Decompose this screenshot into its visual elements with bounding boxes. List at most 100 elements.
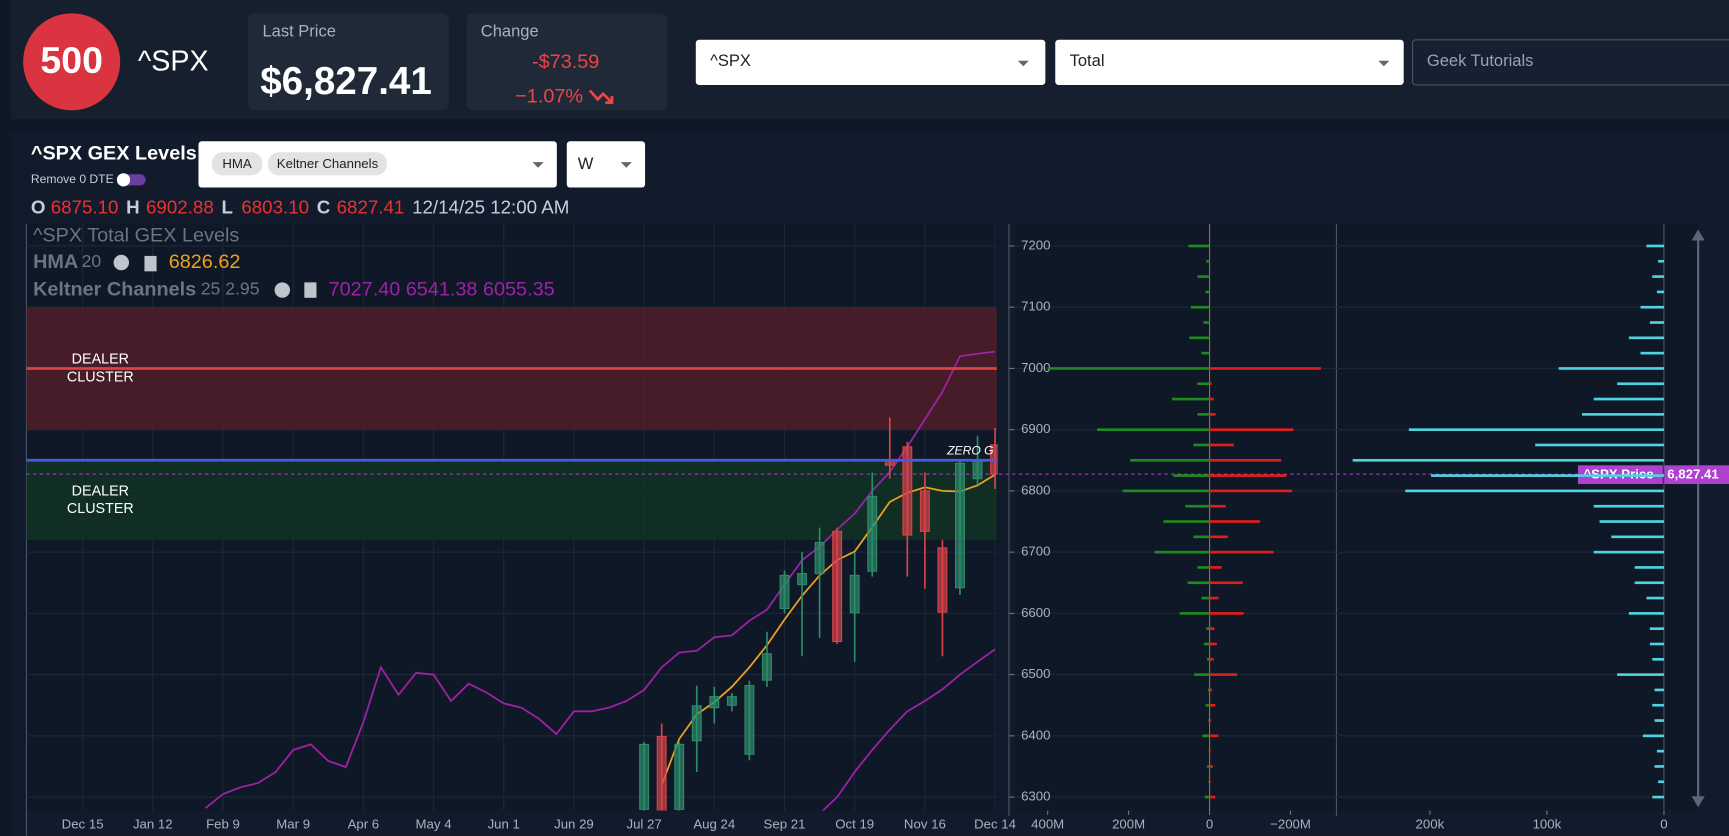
- gex-bar: [1656, 749, 1664, 753]
- gex-bar: [1658, 780, 1664, 784]
- legend-name: HMA: [33, 251, 78, 273]
- toggle-label: Remove 0 DTE: [31, 172, 114, 186]
- gex-bar: [1209, 596, 1219, 600]
- y-tick-label: 6400: [1021, 727, 1050, 742]
- y-tick-label: 6800: [1021, 482, 1050, 497]
- gex-bar: [1206, 627, 1210, 631]
- gex-bar: [1209, 780, 1211, 784]
- gex-bar: [1209, 734, 1219, 738]
- gex-bar: [1206, 259, 1210, 263]
- change-amount: -$73.59: [532, 51, 599, 73]
- candle-body: [955, 462, 965, 589]
- settings-icon[interactable]: [113, 254, 130, 271]
- candle-body: [814, 541, 825, 575]
- delete-icon[interactable]: [144, 255, 157, 272]
- x-tick-label: 200k: [1416, 816, 1445, 831]
- down-arrow: [588, 89, 614, 105]
- gex-bar: [1209, 581, 1243, 585]
- candle-body: [902, 446, 913, 536]
- gex-bar: [1408, 428, 1664, 431]
- overlay: DEALER CLUSTER DEALER CLUSTER: [67, 351, 134, 516]
- gex-bar: [1209, 719, 1212, 722]
- candle-body: [797, 573, 808, 586]
- gex-bar: [1189, 336, 1210, 340]
- gex-bar: [1122, 489, 1210, 493]
- search-box[interactable]: [1411, 39, 1729, 86]
- gex-bar: [1047, 367, 1210, 370]
- scroll-control[interactable]: [1691, 229, 1705, 808]
- gex-bar: [1204, 795, 1210, 799]
- chip[interactable]: [211, 152, 263, 176]
- gex-bar: [1201, 596, 1210, 600]
- gex-bar: [1201, 351, 1210, 355]
- indicator-line: [821, 648, 996, 811]
- gex-bar: [1130, 458, 1210, 462]
- gex-bar: [1642, 734, 1664, 738]
- settings-icon[interactable]: [274, 282, 291, 298]
- type-select[interactable]: [1055, 39, 1404, 85]
- gex-bar: [1197, 566, 1210, 569]
- x-tick-label: May 4: [416, 816, 452, 831]
- change-percent: −1.07%: [515, 85, 583, 107]
- gex-bar: [1203, 642, 1210, 646]
- x-tick-label: Jun 29: [554, 816, 594, 831]
- gex-bar: [1197, 382, 1210, 386]
- ohlc-value: 6803.10: [241, 196, 309, 217]
- y-tick-label: 7100: [1021, 299, 1050, 314]
- y-tick-label: 7200: [1021, 237, 1050, 252]
- gex-bar: [1171, 397, 1210, 401]
- label: Change: [481, 21, 539, 40]
- interval-select[interactable]: [566, 141, 646, 188]
- x-tick-label: Jan 12: [133, 816, 173, 831]
- gex-bar: [1209, 688, 1212, 692]
- gex-bar: [1654, 719, 1664, 722]
- gex-bar: [1187, 581, 1210, 585]
- ohlc-key: C: [317, 196, 331, 217]
- gex-bar: [1209, 642, 1217, 646]
- x-tick-label: Jun 1: [488, 816, 520, 831]
- gex-bar: [1558, 367, 1664, 370]
- x-tick-label: Mar 9: [276, 816, 310, 831]
- candle-body: [744, 685, 755, 755]
- candle-body: [674, 743, 685, 810]
- ohlc-value: 6875.10: [51, 196, 119, 217]
- gex-bar: [1611, 535, 1664, 539]
- candle-body: [726, 696, 737, 706]
- gex-bar: [1209, 504, 1226, 508]
- logo: [23, 13, 121, 111]
- logo-text: 500: [40, 39, 103, 81]
- gex-bar: [1652, 657, 1664, 661]
- x-tick-label: 100k: [1533, 816, 1562, 831]
- gex-bar: [1649, 627, 1664, 631]
- gex-bar: [1593, 397, 1664, 401]
- gex-bar: [1654, 688, 1664, 692]
- symbol-select[interactable]: [695, 39, 1046, 85]
- gex-bar: [1431, 474, 1664, 477]
- x-tick-label: Feb 9: [206, 816, 240, 831]
- candle-body: [761, 653, 772, 681]
- gex-bar: [1209, 612, 1244, 615]
- x-tick-label: Apr 6: [348, 816, 380, 831]
- gex-bar: [1163, 520, 1210, 523]
- gex-bar: [1649, 321, 1664, 324]
- select-value: Total: [1070, 51, 1105, 70]
- ohlc-key: L: [221, 196, 232, 217]
- gex-bar: [1208, 780, 1210, 784]
- gex-bar: [1209, 367, 1321, 370]
- delete-icon[interactable]: [304, 282, 317, 298]
- chip-text: Keltner Channels: [277, 156, 379, 171]
- gex-bar: [1207, 765, 1210, 768]
- gex-bar: [1209, 703, 1216, 707]
- gex-bar: [1173, 474, 1210, 477]
- gex-bar: [1209, 765, 1213, 768]
- gex-bar: [1634, 566, 1664, 569]
- legend-title: ^SPX Total GEX Levels: [33, 224, 239, 246]
- gex-bar: [1640, 351, 1664, 355]
- gex-bar: [1197, 275, 1210, 278]
- panel-title: ^SPX GEX Levels: [31, 143, 197, 165]
- ohlc-value: 6827.41: [337, 196, 405, 217]
- chip[interactable]: [267, 152, 388, 176]
- candle-body: [832, 530, 843, 643]
- gex-bar: [1658, 259, 1664, 263]
- gex-bar: [1617, 673, 1664, 676]
